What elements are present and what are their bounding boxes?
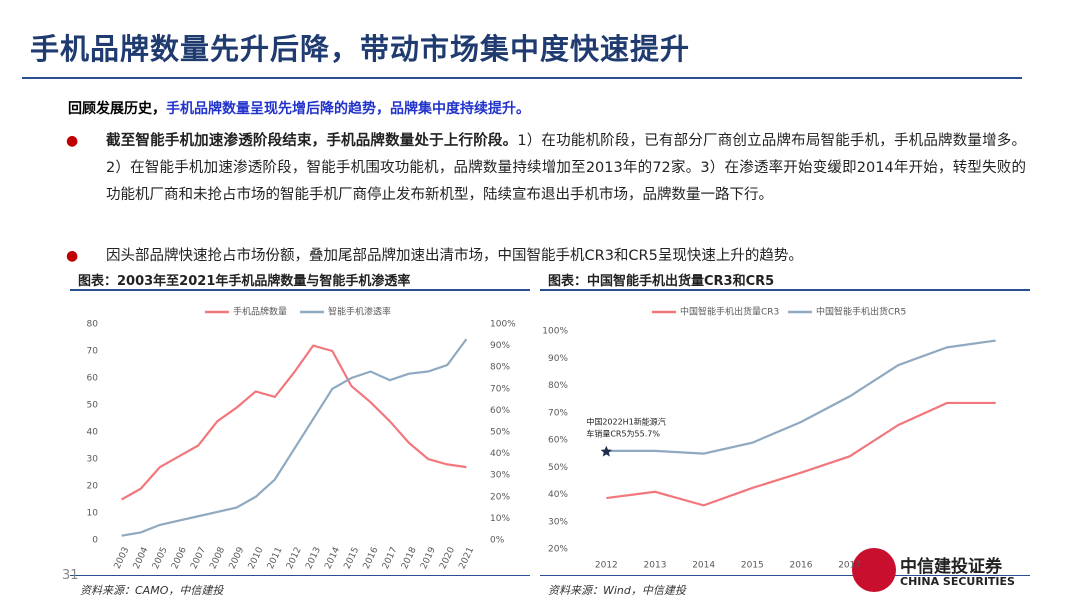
x-tick-label: 2013: [304, 546, 323, 571]
logo-mark: [852, 548, 896, 592]
y-tick-label: 20: [87, 482, 99, 492]
y-tick-label: 60%: [548, 436, 568, 446]
series-line: [121, 344, 467, 501]
title-rule: [22, 77, 1022, 79]
y-tick-label: 50%: [548, 463, 568, 473]
x-tick-label: 2017: [838, 561, 861, 571]
chart-rule: [70, 575, 530, 576]
legend-label: 中国智能手机出货量CR3: [680, 306, 779, 318]
y-tick-label: 100%: [542, 327, 568, 337]
y2-tick-label: 10%: [490, 514, 510, 524]
chart-title: 图表：2003年至2021年手机品牌数量与智能手机渗透率: [78, 274, 411, 289]
x-tick-label: 2016: [362, 545, 381, 570]
bullet: ● 因头部品牌快速抢占市场份额，叠加尾部品牌加速出清市场，中国智能手机CR3和CR…: [66, 248, 803, 264]
logo-english: CHINA SECURITIES: [900, 575, 1015, 588]
y2-tick-label: 0%: [490, 536, 505, 546]
x-tick-label: 2021: [458, 546, 477, 571]
y-tick-label: 40: [87, 428, 99, 438]
source: 资料来源：Wind，中信建投: [548, 584, 686, 597]
series-line: [606, 401, 996, 507]
page-number: 31: [62, 568, 79, 583]
intro-rest: 手机品牌数量呈现先增后降的趋势，品牌集中度持续提升。: [166, 101, 530, 117]
bullet-text: 1）在功能机阶段，已有部分厂商创立品牌布局智能手机，手机品牌数量增多。2）在智能…: [106, 133, 1026, 203]
x-tick-label: 2015: [343, 546, 362, 571]
legend-label: 手机品牌数量: [233, 306, 287, 318]
x-tick-label: 2011: [266, 546, 285, 571]
x-tick-label: 2015: [741, 561, 764, 571]
y-tick-label: 10: [87, 509, 99, 519]
x-tick-label: 2003: [113, 546, 132, 571]
y2-tick-label: 100%: [490, 320, 516, 330]
y2-tick-label: 70%: [490, 384, 510, 394]
intro-lead: 回顾发展历史，: [68, 101, 166, 117]
x-tick-label: 2017: [381, 546, 400, 571]
y2-tick-label: 80%: [490, 363, 510, 373]
annotation: 中国2022H1新能源汽: [586, 417, 665, 427]
slide-title: 手机品牌数量先升后降，带动市场集中度快速提升: [30, 32, 691, 66]
chart-rule: [540, 289, 1030, 291]
x-tick-label: 2006: [170, 545, 189, 570]
x-tick-label: 2005: [151, 546, 170, 571]
legend-label: 智能手机渗透率: [328, 306, 391, 318]
chart-rule: [70, 289, 530, 291]
series-line: [606, 339, 996, 455]
logo-name: 中信建投证券: [900, 557, 1002, 577]
x-tick-label: 2012: [285, 546, 304, 571]
x-tick-label: 2016: [790, 561, 813, 571]
y2-tick-label: 90%: [490, 341, 510, 351]
annotation: 车销量CR5为55.7%: [586, 429, 660, 439]
annotation-star: [600, 445, 613, 457]
x-tick-label: 2020: [438, 545, 457, 570]
y-tick-label: 30: [87, 455, 99, 465]
chart-rule: [540, 575, 1030, 576]
source: 资料来源：CAMO，中信建投: [80, 584, 224, 597]
y2-tick-label: 60%: [490, 406, 510, 416]
x-tick-label: 2010: [247, 545, 266, 570]
intro: 回顾发展历史，手机品牌数量呈现先增后降的趋势，品牌集中度持续提升。: [68, 98, 530, 118]
x-tick-label: 2014: [323, 545, 342, 570]
x-tick-label: 2009: [228, 545, 247, 570]
y2-tick-label: 30%: [490, 471, 510, 481]
chart-title: 图表：中国智能手机出货量CR3和CR5: [548, 274, 775, 289]
y-tick-label: 50: [87, 401, 99, 411]
x-tick-label: 2013: [644, 561, 667, 571]
y-tick-label: 80%: [548, 381, 568, 391]
legend-label: 中国智能手机出货CR5: [816, 306, 906, 318]
y-tick-label: 30%: [548, 517, 568, 527]
y-tick-label: 0: [92, 536, 98, 546]
x-tick-label: 2014: [692, 561, 715, 571]
bullet: ● 截至智能手机加速渗透阶段结束，手机品牌数量处于上行阶段。1）在功能机阶段，已有…: [66, 133, 1026, 203]
x-tick-label: 2019: [419, 545, 438, 570]
y2-tick-label: 50%: [490, 428, 510, 438]
y2-tick-label: 40%: [490, 449, 510, 459]
y-tick-label: 60: [87, 374, 99, 384]
x-tick-label: 2008: [208, 545, 227, 570]
y-tick-label: 70%: [548, 408, 568, 418]
y-tick-label: 80: [87, 320, 99, 330]
y-tick-label: 70: [87, 347, 99, 357]
x-tick-label: 2007: [189, 546, 208, 571]
y-tick-label: 40%: [548, 490, 568, 500]
bullet-bold: 截至智能手机加速渗透阶段结束，手机品牌数量处于上行阶段。: [106, 133, 518, 149]
y2-tick-label: 20%: [490, 492, 510, 502]
x-tick-label: 2004: [132, 545, 151, 570]
x-tick-label: 2018: [400, 545, 419, 570]
y-tick-label: 90%: [548, 354, 568, 364]
bullet-text: 因头部品牌快速抢占市场份额，叠加尾部品牌加速出清市场，中国智能手机CR3和CR5…: [106, 248, 803, 264]
x-tick-label: 2012: [595, 561, 618, 571]
y-tick-label: 20%: [548, 545, 568, 555]
series-line: [121, 338, 468, 537]
